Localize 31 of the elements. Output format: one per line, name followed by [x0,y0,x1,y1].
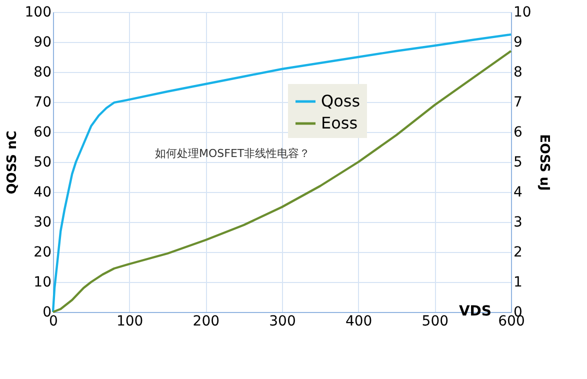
y2-tick-label: 7 [514,94,522,110]
x-tick-label: 400 [345,314,372,330]
y2-tick-label: 5 [514,154,522,170]
y-tick-label: 30 [34,214,52,230]
y2-tick-label: 3 [514,214,522,230]
x-tick-label: 100 [116,314,144,330]
y2-tick-label: 6 [514,124,522,140]
y-tick-label: 80 [34,64,52,80]
y-tick-label: 70 [34,94,52,110]
y2-tick-label: 2 [514,244,522,260]
y2-tick-label: 10 [514,4,532,20]
legend-label: Qoss [321,92,360,110]
y-tick-label: 90 [34,34,52,50]
y-tick-label: 40 [34,184,52,200]
y-tick-label: 10 [34,274,52,290]
x-tick-label: 500 [422,314,449,330]
x-tick-label: 200 [192,314,220,330]
annotation: 如何处理MOSFET非线性电容？ [155,147,310,160]
y-tick-label: 60 [34,124,52,140]
y2-tick-label: 9 [514,34,522,50]
y-tick-label: 50 [34,154,52,170]
y2-tick-label: 8 [514,64,522,80]
y2-tick-label: 1 [514,274,522,290]
x-tick-label: 300 [269,314,296,330]
y-tick-label: 100 [24,4,52,20]
legend-label: Eoss [321,114,358,132]
x-axis-title: VDS [458,304,492,320]
y2-tick-label: 4 [514,184,522,200]
y-axis-title: QOSS nC [4,130,20,194]
y-tick-label: 20 [34,244,52,260]
y2-axis-title: EOSS uJ [536,134,552,191]
